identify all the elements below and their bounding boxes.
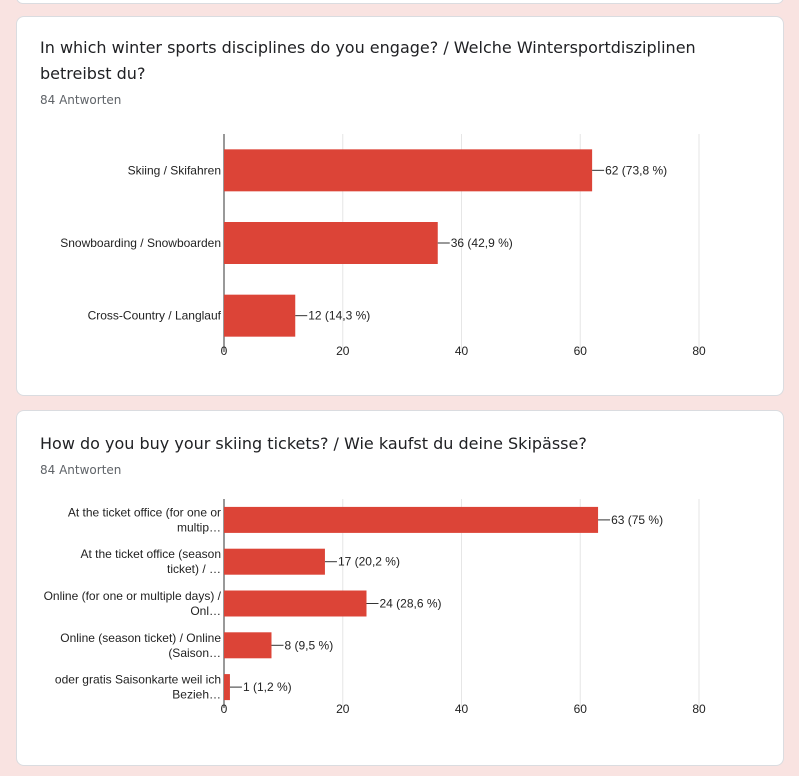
bar: [224, 674, 230, 701]
tick-label: 40: [455, 344, 469, 358]
tick-label: 80: [692, 702, 706, 716]
tick-label: 0: [221, 344, 228, 358]
bar-chart-winter-sports: 62 (73,8 %) Skiing / Skifahren 36 (42,9 %)…: [60, 134, 706, 358]
value-label: 63 (75 %): [611, 513, 663, 527]
bar: [224, 632, 272, 659]
value-label: 8 (9,5 %): [285, 638, 334, 652]
tick-label: 0: [221, 702, 228, 716]
bar: [224, 294, 296, 337]
question-title: In which winter sports disciplines do yo…: [40, 38, 696, 83]
tick-label: 60: [574, 344, 588, 358]
previous-question-card: [16, 0, 784, 4]
bar: [224, 149, 593, 192]
response-count: 84 Antworten: [40, 93, 122, 107]
response-count: 84 Antworten: [40, 463, 122, 477]
bar: [224, 590, 367, 617]
category-label: At the ticket office (for one or: [68, 505, 221, 519]
category-label: multip…: [177, 520, 221, 534]
category-label: Cross-Country / Langlauf: [88, 309, 222, 323]
category-label: Bezieh…: [172, 688, 221, 702]
question-title: How do you buy your skiing tickets? / Wi…: [40, 434, 587, 453]
category-label: Skiing / Skifahren: [128, 163, 221, 177]
category-label: ticket) / …: [167, 562, 221, 576]
value-label: 17 (20,2 %): [338, 555, 400, 569]
question-card-ski-tickets: How do you buy your skiing tickets? / Wi…: [16, 410, 784, 766]
category-label: oder gratis Saisonkarte weil ich: [55, 673, 221, 687]
tick-label: 80: [692, 344, 706, 358]
category-label: At the ticket office (season: [80, 547, 221, 561]
value-label: 12 (14,3 %): [308, 309, 370, 323]
category-label: Snowboarding / Snowboarden: [60, 236, 221, 250]
category-label: Onl…: [190, 604, 221, 618]
bar: [224, 506, 599, 533]
category-label: Online (for one or multiple days) /: [44, 589, 222, 603]
category-label: Online (season ticket) / Online: [60, 631, 221, 645]
value-label: 36 (42,9 %): [451, 236, 513, 250]
bar: [224, 222, 438, 264]
tick-label: 60: [574, 702, 588, 716]
question-card-winter-sports: In which winter sports disciplines do yo…: [16, 16, 784, 396]
value-label: 24 (28,6 %): [380, 597, 442, 611]
bar-chart-ski-tickets: 63 (75 %) At the ticket office (for one o…: [44, 499, 706, 716]
tick-label: 20: [336, 344, 350, 358]
value-label: 1 (1,2 %): [243, 680, 292, 694]
value-label: 62 (73,8 %): [605, 163, 667, 177]
bar: [224, 548, 325, 575]
tick-label: 40: [455, 702, 469, 716]
tick-label: 20: [336, 702, 350, 716]
category-label: (Saison…: [168, 646, 221, 660]
